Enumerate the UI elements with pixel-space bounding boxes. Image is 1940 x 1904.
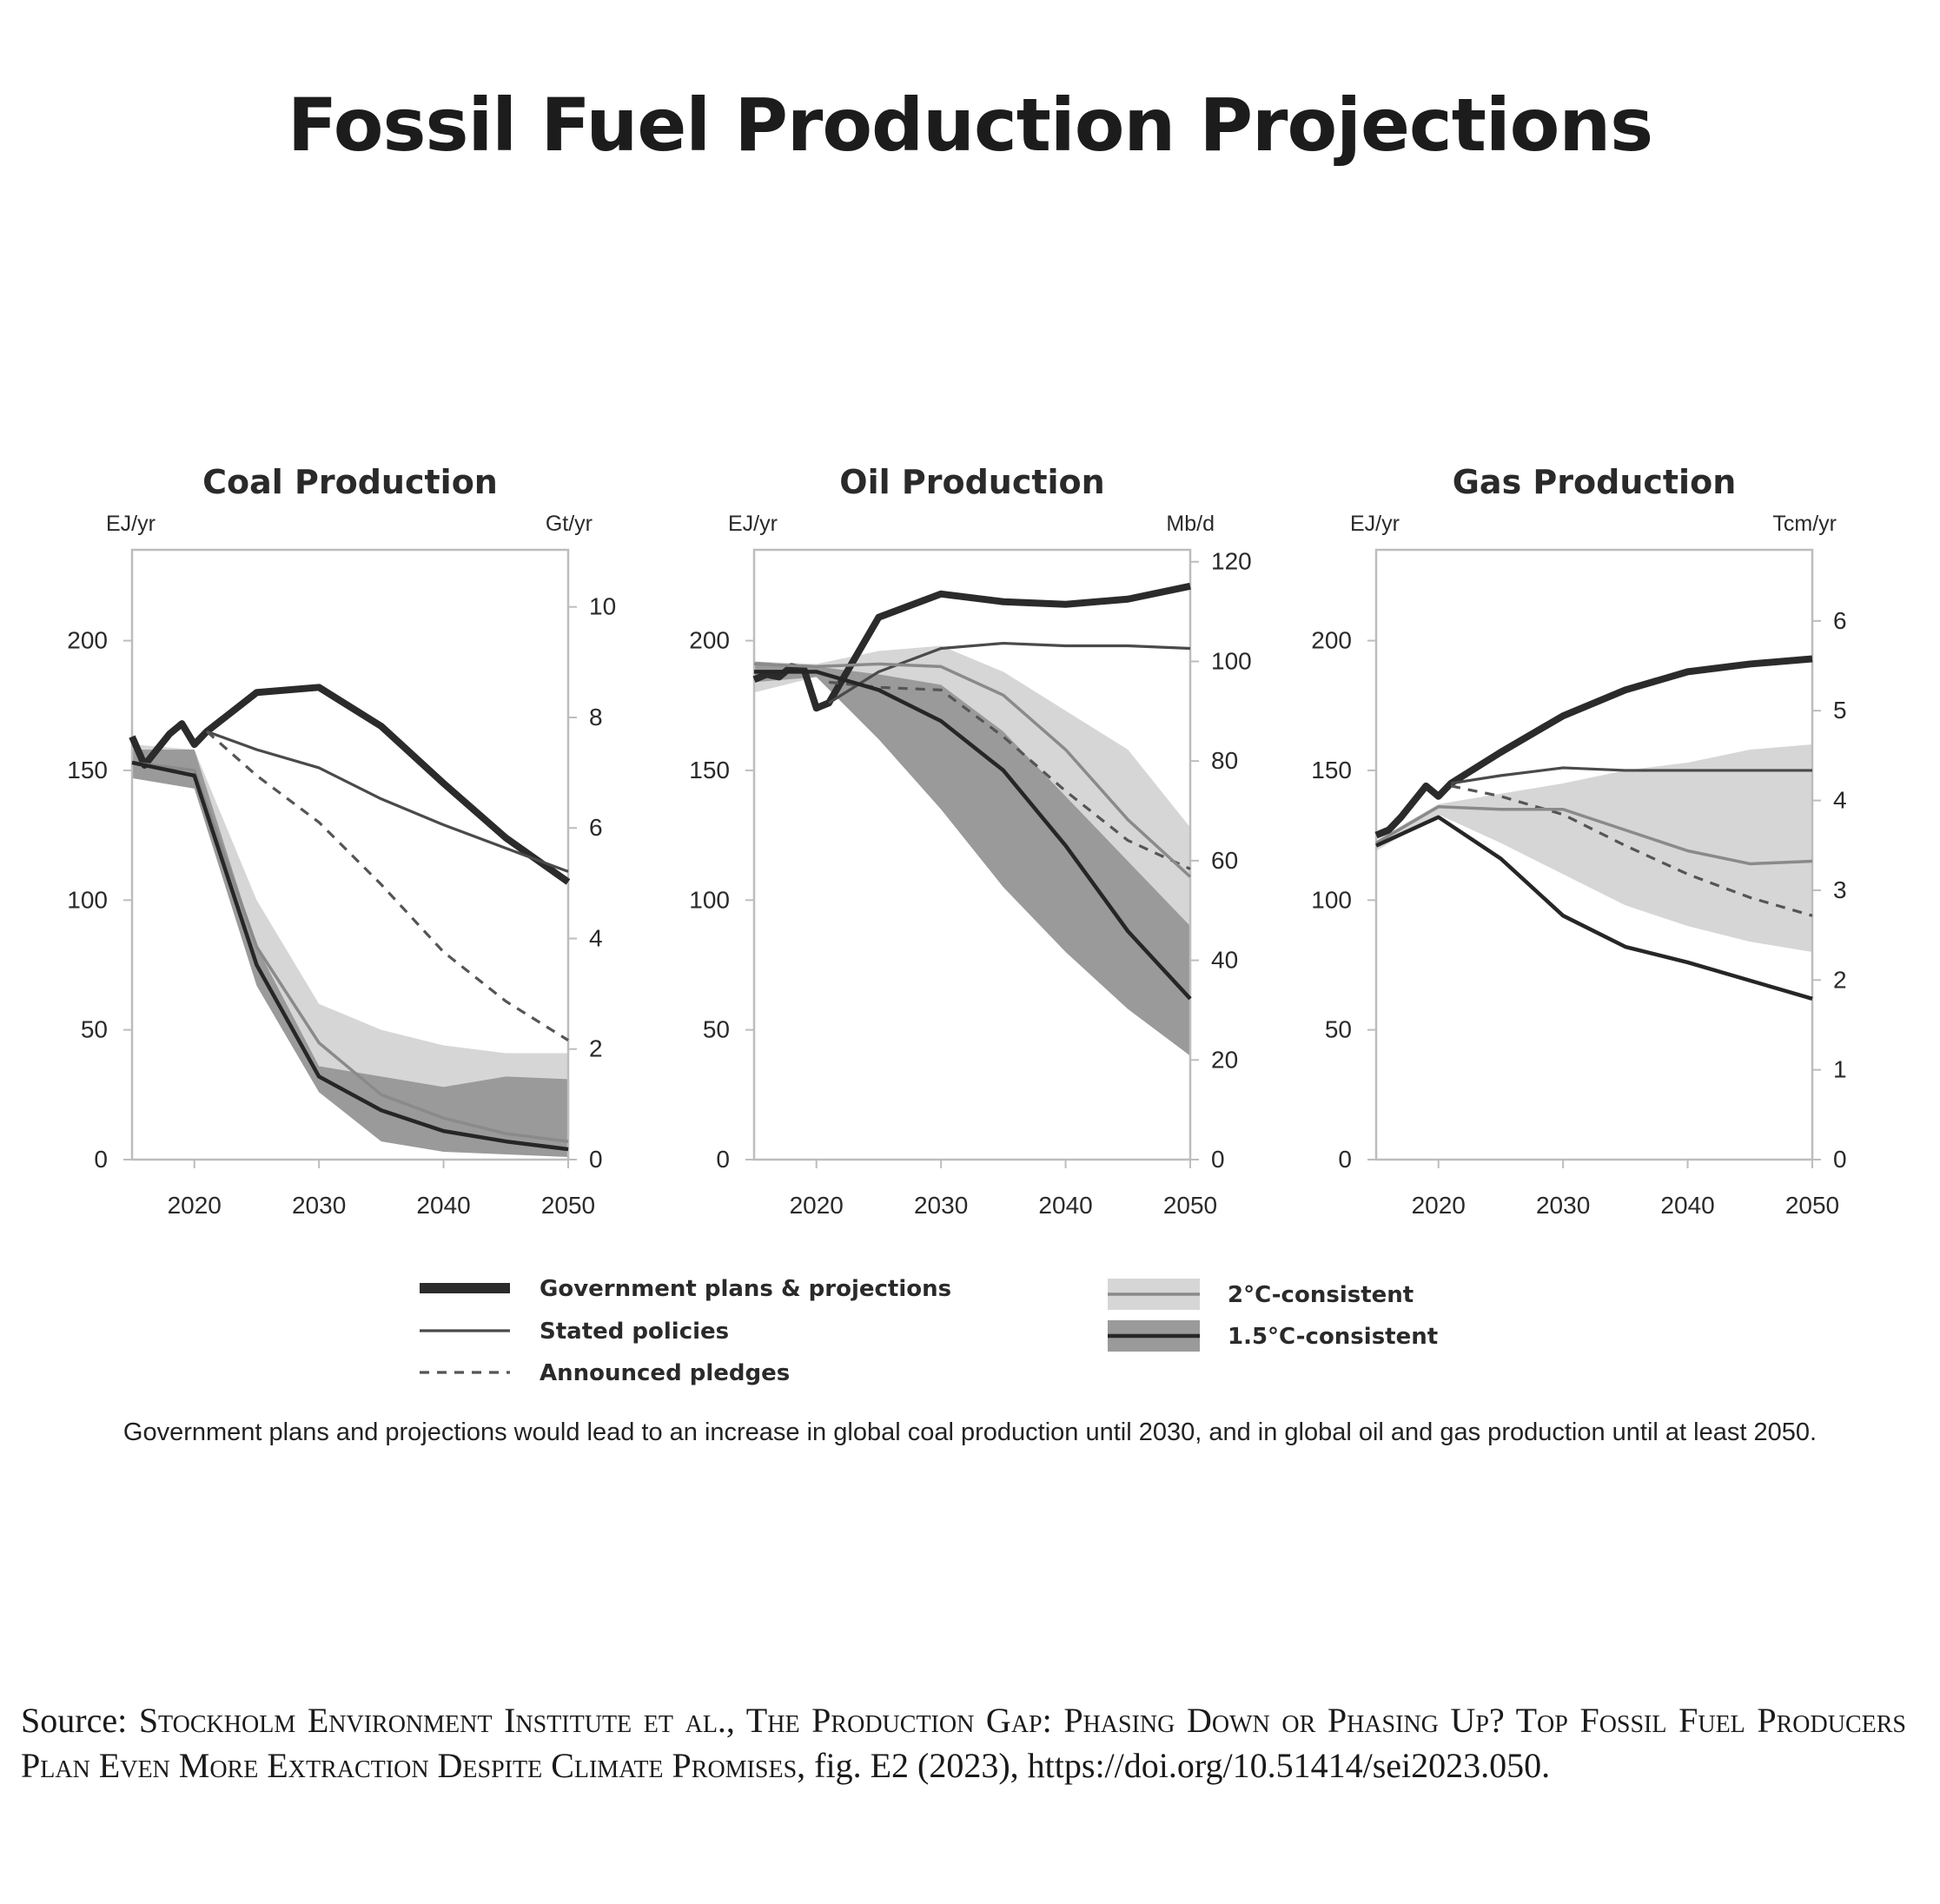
x-tick-label: 2030	[292, 1192, 346, 1219]
series-stated-policies	[828, 641, 1191, 704]
left-tick-label: 50	[81, 1016, 108, 1043]
right-tick-label: 4	[1833, 787, 1847, 814]
series-1-5-c-consistent	[1375, 815, 1813, 1001]
legend-label: Stated policies	[540, 1319, 729, 1345]
plot-frame	[1374, 548, 1814, 1161]
band-1-5c	[132, 750, 568, 1158]
left-axis-unit: EJ/yr	[728, 512, 778, 536]
x-tick-label: 2020	[168, 1192, 222, 1219]
legend: Government plans & projections Stated pol…	[420, 1276, 1438, 1386]
series-2-c-consistent	[131, 761, 569, 1143]
right-axis-unit: Mb/d	[1166, 512, 1215, 536]
left-tick-label: 0	[1338, 1146, 1352, 1173]
right-tick-label: 0	[1833, 1146, 1847, 1173]
left-tick-label: 0	[716, 1146, 730, 1173]
legend-label: Government plans & projections	[540, 1276, 951, 1302]
chart-title: Oil Production	[839, 463, 1104, 501]
left-tick-label: 100	[689, 886, 730, 913]
right-tick-label: 5	[1833, 697, 1847, 724]
series-2-c-consistent	[753, 662, 1192, 878]
left-tick-label: 150	[67, 757, 108, 783]
x-tick-label: 2030	[914, 1192, 968, 1219]
legend-label: 1.5°C-consistent	[1228, 1324, 1438, 1350]
series-announced-pledges	[205, 730, 569, 1041]
legend-item-stated-policies: Stated policies	[420, 1319, 729, 1345]
x-tick-label: 2040	[1660, 1192, 1714, 1219]
x-tick-label: 2050	[1785, 1192, 1839, 1219]
x-tick-label: 2040	[416, 1192, 470, 1219]
band-2c	[132, 744, 568, 1153]
left-tick-label: 50	[1325, 1016, 1352, 1043]
left-axis-unit: EJ/yr	[1350, 512, 1400, 536]
left-tick-label: 200	[67, 627, 108, 654]
x-tick-label: 2020	[790, 1192, 844, 1219]
legend-label: 2°C-consistent	[1228, 1282, 1414, 1308]
right-tick-label: 4	[589, 924, 603, 951]
left-axis-unit: EJ/yr	[106, 512, 156, 536]
legend-item-announced-pledges: Announced pledges	[420, 1360, 790, 1386]
right-tick-label: 10	[589, 593, 616, 620]
source-authors: Stockholm Environment Institute et al., …	[21, 1701, 1906, 1785]
legend-item-1-5-c-consistent: 1.5°C-consistent	[1108, 1320, 1438, 1352]
x-tick-label: 2030	[1536, 1192, 1590, 1219]
left-tick-label: 100	[67, 886, 108, 913]
left-tick-label: 200	[1311, 627, 1352, 654]
series-2-c-consistent	[1375, 804, 1813, 866]
source-citation: Source: Stockholm Environment Institute …	[21, 1698, 1906, 1788]
source-tail: fig. E2 (2023), https://doi.org/10.51414…	[805, 1746, 1551, 1785]
right-tick-label: 100	[1211, 647, 1252, 674]
source-lead: Source:	[21, 1701, 139, 1740]
band-1-5c	[754, 661, 1190, 1056]
plot-frame	[752, 548, 1192, 1161]
right-axis-unit: Gt/yr	[546, 512, 593, 536]
left-tick-label: 150	[689, 757, 730, 783]
right-tick-label: 2	[1833, 966, 1847, 993]
series-stated-policies	[1450, 766, 1812, 785]
series-announced-pledges	[828, 680, 1191, 870]
right-axis-unit: Tcm/yr	[1772, 512, 1837, 536]
page-title: Fossil Fuel Production Projections	[287, 83, 1653, 168]
right-tick-label: 120	[1211, 548, 1252, 575]
x-tick-label: 2020	[1412, 1192, 1466, 1219]
chart-title: Gas Production	[1453, 463, 1737, 501]
series-1-5-c-consistent	[754, 670, 1192, 1001]
plot-frame	[130, 548, 570, 1161]
chart-coal-production: Coal Production EJ/yr Gt/yr 0 50 100 150 200 0 2 4…	[67, 463, 616, 1219]
chart-title: Coal Production	[202, 463, 498, 501]
left-tick-label: 200	[689, 627, 730, 654]
left-tick-label: 0	[94, 1146, 108, 1173]
left-tick-label: 150	[1311, 757, 1352, 783]
series-stated-policies	[206, 730, 569, 873]
right-tick-label: 6	[589, 814, 603, 841]
right-tick-label: 6	[1833, 607, 1847, 634]
right-tick-label: 3	[1833, 876, 1847, 903]
left-tick-label: 50	[703, 1016, 730, 1043]
series-1-5-c-consistent	[131, 760, 569, 1152]
legend-label: Announced pledges	[540, 1360, 790, 1386]
right-tick-label: 40	[1211, 947, 1238, 974]
figure-caption: Government plans and projections would l…	[122, 1418, 1818, 1446]
legend-item-government-plans-projections: Government plans & projections	[420, 1276, 951, 1302]
x-tick-label: 2050	[541, 1192, 595, 1219]
right-tick-label: 60	[1211, 847, 1238, 874]
chart-gas-production: Gas Production EJ/yr Tcm/yr 0 50 100 150 200 0 1 2…	[1311, 463, 1846, 1219]
x-tick-label: 2050	[1163, 1192, 1217, 1219]
right-tick-label: 1	[1833, 1056, 1847, 1083]
right-tick-label: 80	[1211, 747, 1238, 774]
left-tick-label: 100	[1311, 886, 1352, 913]
series-announced-pledges	[1450, 784, 1813, 917]
x-tick-label: 2040	[1038, 1192, 1092, 1219]
band-2c	[1376, 744, 1812, 953]
right-tick-label: 0	[589, 1146, 603, 1173]
right-tick-label: 2	[589, 1035, 603, 1062]
band-2c	[754, 645, 1190, 1025]
legend-item-2-c-consistent: 2°C-consistent	[1108, 1279, 1414, 1310]
right-tick-label: 8	[589, 704, 603, 731]
right-tick-label: 20	[1211, 1046, 1238, 1073]
right-tick-label: 0	[1211, 1146, 1225, 1173]
